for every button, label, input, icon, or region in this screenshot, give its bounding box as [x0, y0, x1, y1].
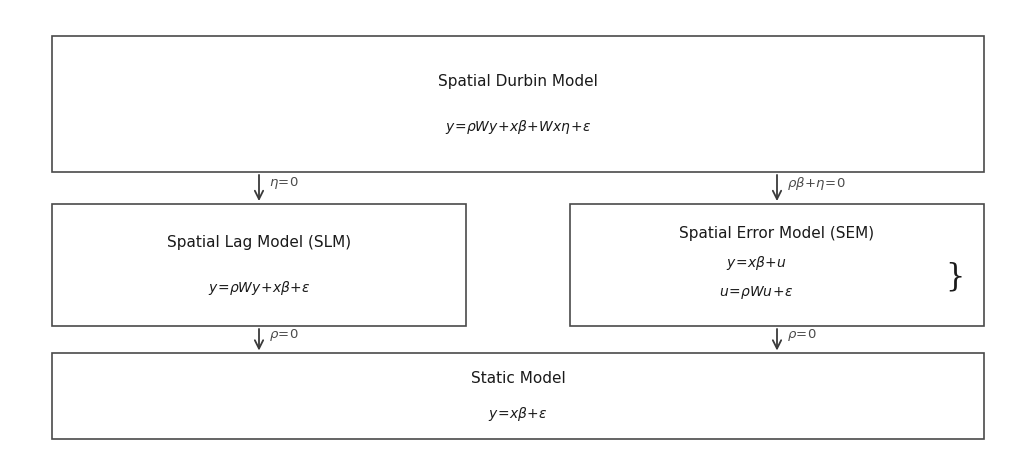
- Text: $\rho\!=\!0$: $\rho\!=\!0$: [787, 327, 817, 343]
- Text: $\rho\!=\!0$: $\rho\!=\!0$: [269, 327, 299, 343]
- Text: Static Model: Static Model: [470, 371, 566, 386]
- Text: $u\!=\!\rho Wu\!+\!\varepsilon$: $u\!=\!\rho Wu\!+\!\varepsilon$: [719, 284, 794, 301]
- Text: $y\!=\!\rho Wy\!+\!x\beta\!+\!Wx\eta\!+\!\varepsilon$: $y\!=\!\rho Wy\!+\!x\beta\!+\!Wx\eta\!+\…: [444, 118, 592, 136]
- Bar: [52, 204, 466, 326]
- Text: Spatial Lag Model (SLM): Spatial Lag Model (SLM): [167, 235, 351, 250]
- Text: }: }: [946, 262, 965, 293]
- Text: Spatial Durbin Model: Spatial Durbin Model: [438, 74, 598, 89]
- Text: $y\!=\!x\beta\!+\!\varepsilon$: $y\!=\!x\beta\!+\!\varepsilon$: [488, 405, 548, 424]
- Text: $\eta\!=\!0$: $\eta\!=\!0$: [269, 175, 299, 192]
- Text: $y\!=\!\rho Wy\!+\!x\beta\!+\!\varepsilon$: $y\!=\!\rho Wy\!+\!x\beta\!+\!\varepsilo…: [207, 279, 311, 297]
- Bar: [570, 204, 984, 326]
- Text: Spatial Error Model (SEM): Spatial Error Model (SEM): [680, 226, 874, 241]
- Text: $y\!=\!x\beta\!+\!u$: $y\!=\!x\beta\!+\!u$: [726, 254, 786, 272]
- Text: $\rho\beta\!+\!\eta\!=\!0$: $\rho\beta\!+\!\eta\!=\!0$: [787, 175, 846, 192]
- Bar: [52, 36, 984, 172]
- Bar: [52, 353, 984, 439]
